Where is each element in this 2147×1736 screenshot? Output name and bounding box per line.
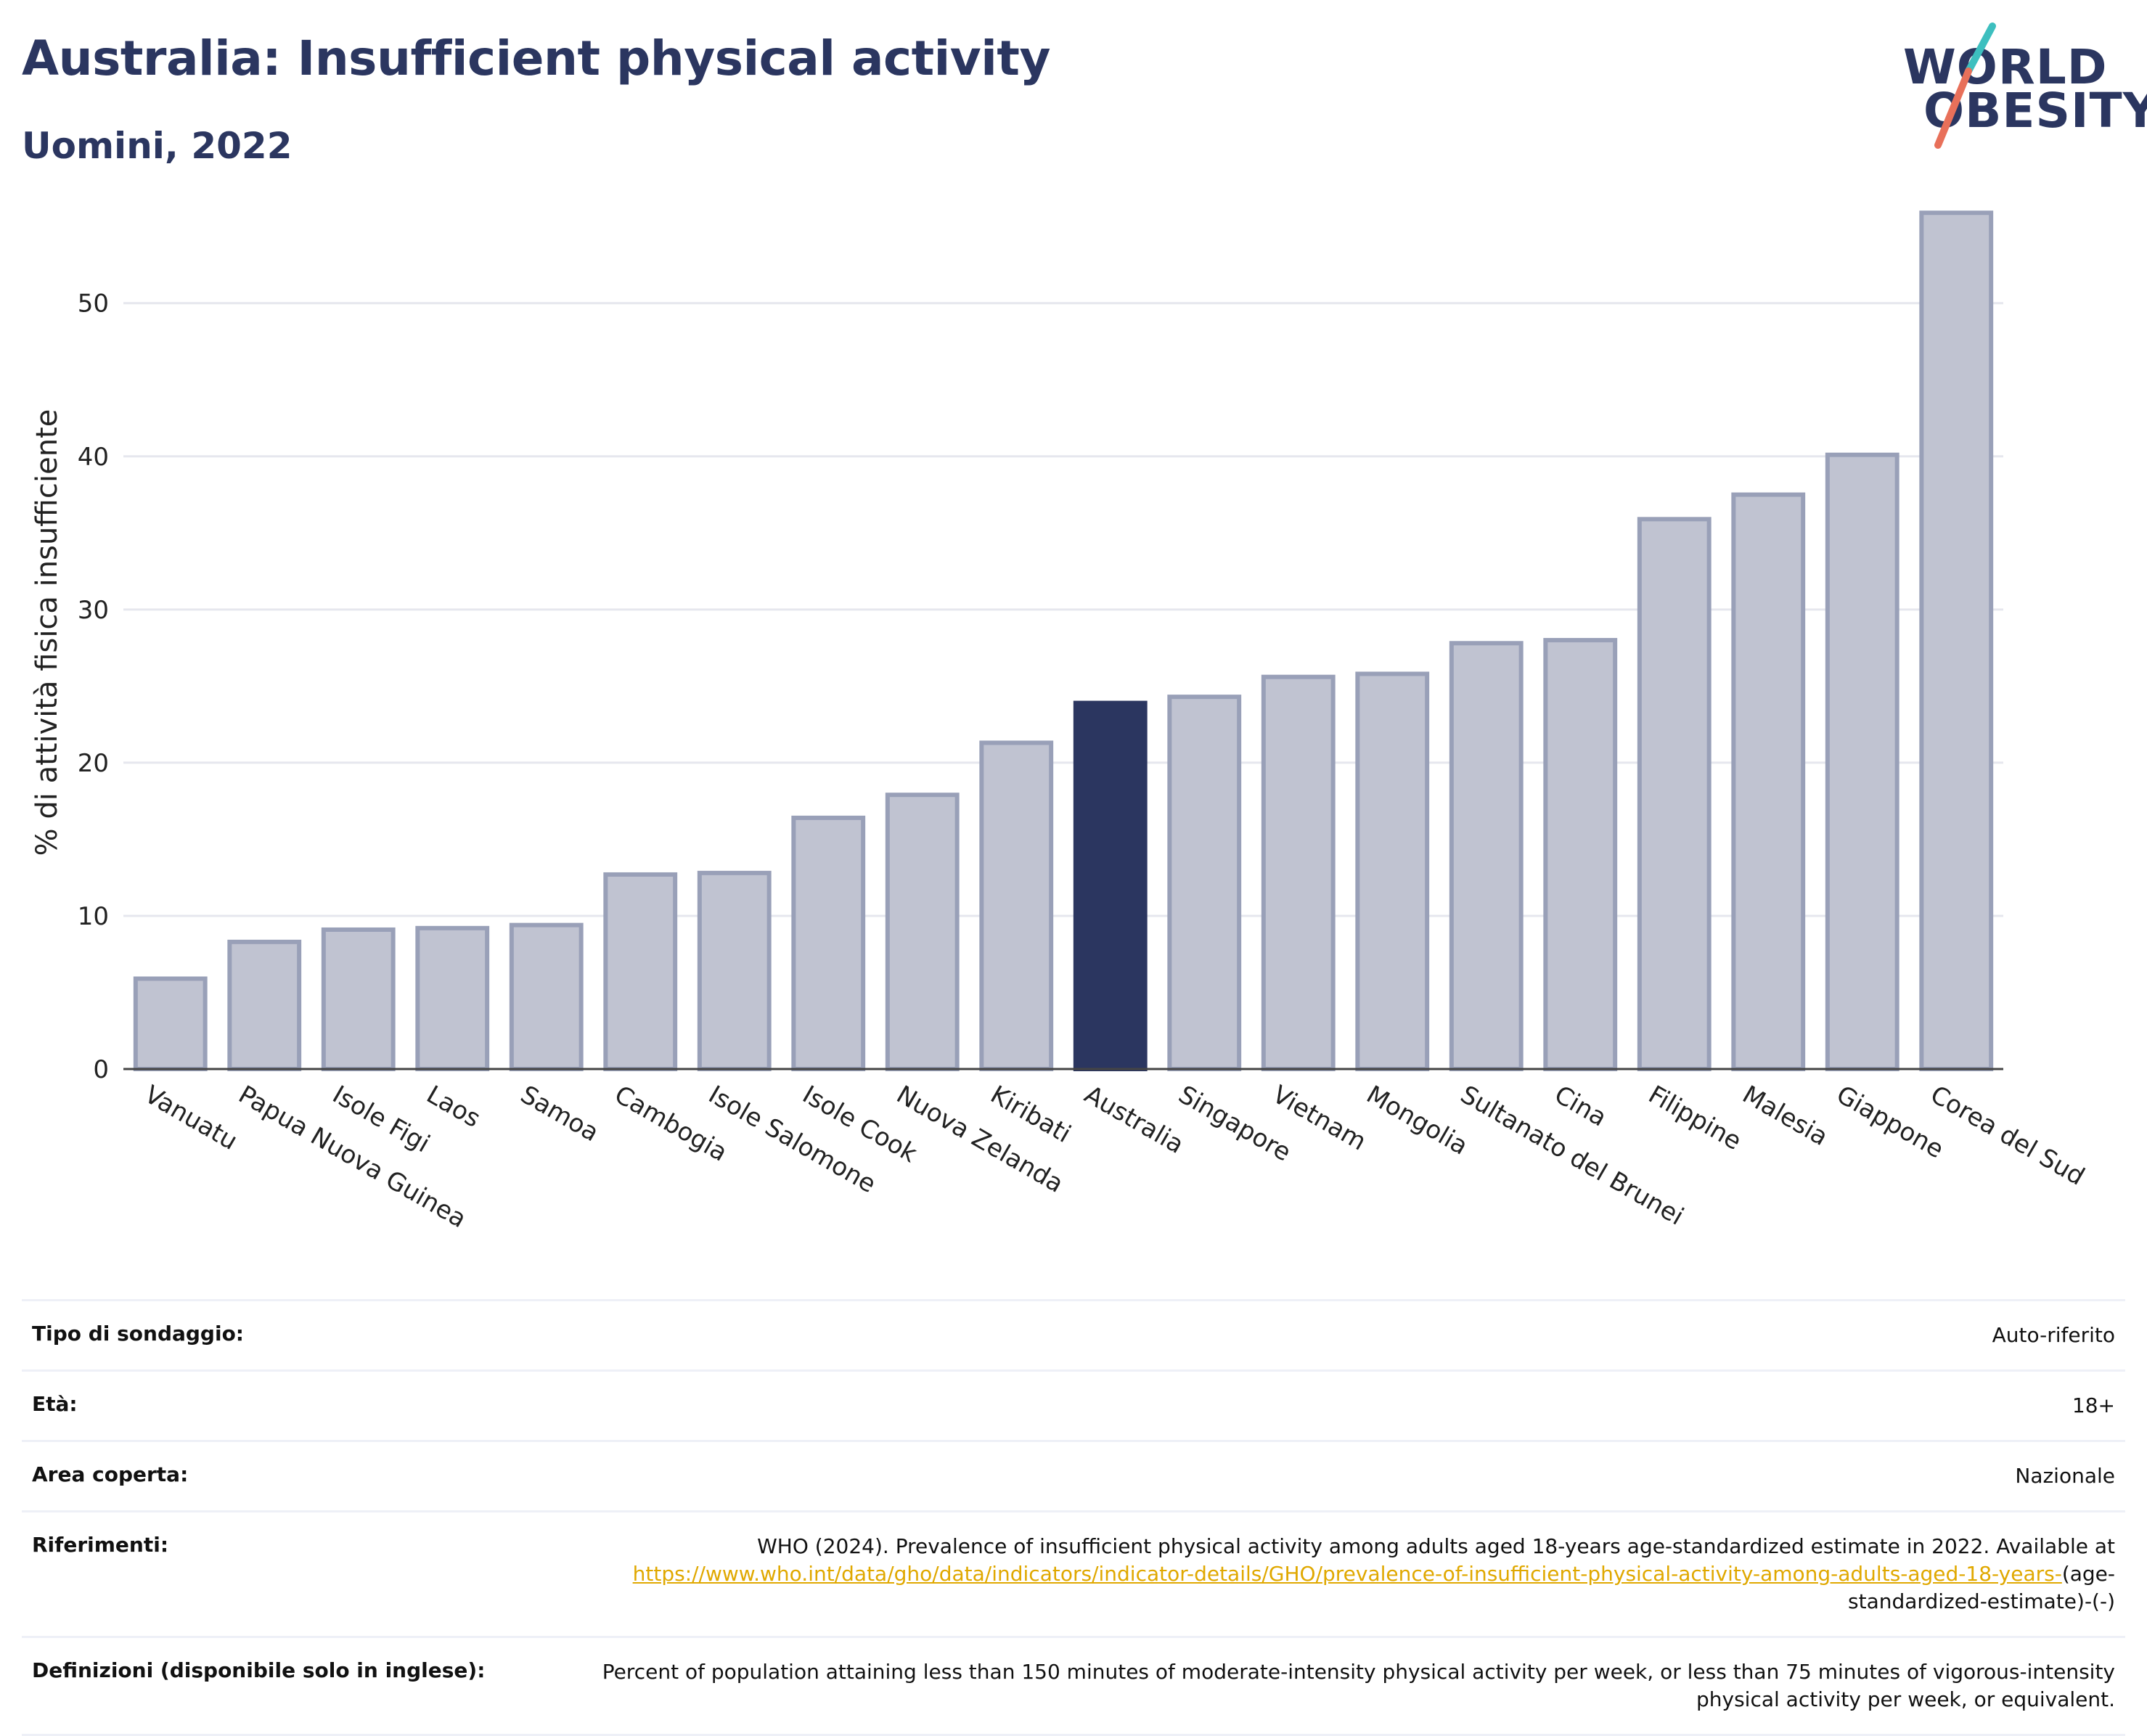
info-row: Tipo di sondaggio: Auto-riferito <box>22 1299 2125 1369</box>
bar-giappone[interactable] <box>1825 452 1899 1071</box>
bar-corea-del-sud[interactable] <box>1919 210 1994 1071</box>
x-tick-label: Corea del Sud <box>1926 1080 2090 1192</box>
bar-isole-salomone[interactable] <box>697 870 772 1072</box>
reference-text: WHO (2024). Prevalence of insufficient p… <box>757 1534 2115 1558</box>
grid-lines <box>123 302 2003 917</box>
x-tick-label: Filippine <box>1643 1080 1746 1156</box>
bar-papua-nuova-guinea[interactable] <box>227 939 302 1071</box>
bar-malesia[interactable] <box>1731 492 1806 1072</box>
x-tick-label: Nuova Zelanda <box>891 1080 1068 1199</box>
bar-cambogia[interactable] <box>603 872 678 1071</box>
info-value-area: Nazionale <box>2015 1464 2115 1488</box>
x-tick-label: Malesia <box>1738 1080 1833 1152</box>
y-tick-label: 40 <box>78 443 109 472</box>
info-value-references: WHO (2024). Prevalence of insufficient p… <box>555 1533 2115 1616</box>
y-tick-label: 20 <box>78 749 109 778</box>
info-value-age: 18+ <box>2072 1393 2115 1417</box>
bars <box>133 210 1994 1072</box>
x-tick-label: Cina <box>1550 1080 1611 1132</box>
bar-australia[interactable] <box>1073 700 1148 1072</box>
y-tick-label: 50 <box>78 290 109 319</box>
info-row: Età: 18+ <box>22 1369 2125 1440</box>
x-tick-label: Isole Salomone <box>703 1080 880 1199</box>
bar-sultanato-del-brunei[interactable] <box>1449 641 1524 1071</box>
info-value-definitions: Percent of population attaining less tha… <box>602 1660 2115 1711</box>
x-tick-label: Laos <box>422 1080 486 1134</box>
bar-kiribati[interactable] <box>979 740 1054 1071</box>
info-row-references: Riferimenti: WHO (2024). Prevalence of i… <box>22 1510 2125 1636</box>
bar-singapore[interactable] <box>1167 695 1242 1071</box>
logo-line-1: WORLD <box>1903 39 2108 95</box>
info-key-age: Età: <box>32 1392 78 1416</box>
chart-title: Australia: Insufficient physical activit… <box>22 30 1051 86</box>
info-key-references: Riferimenti: <box>32 1533 169 1557</box>
info-row: Area coperta: Nazionale <box>22 1440 2125 1510</box>
x-tick-label: Australia <box>1079 1080 1188 1160</box>
info-key-area: Area coperta: <box>32 1462 189 1486</box>
info-table: Tipo di sondaggio: Auto-riferito Età: 18… <box>22 1299 2125 1736</box>
info-value-survey: Auto-riferito <box>1992 1323 2115 1347</box>
x-tick-label: Giappone <box>1831 1080 1948 1164</box>
info-key-survey: Tipo di sondaggio: <box>32 1322 245 1346</box>
y-tick-labels: 0 10 20 30 40 50 <box>78 290 109 1084</box>
info-row-definitions: Definizioni (disponibile solo in inglese… <box>22 1636 2125 1736</box>
info-key-definitions: Definizioni (disponibile solo in inglese… <box>32 1658 486 1682</box>
bar-isole-cook[interactable] <box>791 815 866 1071</box>
bar-isole-figi[interactable] <box>321 927 396 1072</box>
bar-nuova-zelanda[interactable] <box>885 793 960 1071</box>
chart-subtitle: Uomini, 2022 <box>22 125 293 167</box>
world-obesity-logo[interactable]: WORLD OBESITY <box>1887 22 2147 156</box>
bar-vanuatu[interactable] <box>133 976 208 1072</box>
bar-filippine[interactable] <box>1637 517 1712 1071</box>
x-tick-label: Vanuatu <box>139 1080 242 1156</box>
reference-link[interactable]: https://www.who.int/data/gho/data/indica… <box>632 1562 2062 1586</box>
y-tick-label: 10 <box>78 902 109 931</box>
y-tick-label: 30 <box>78 596 109 625</box>
bar-laos[interactable] <box>415 925 490 1071</box>
reference-tail: (age-standardized-estimate)-(-) <box>1848 1562 2115 1613</box>
bar-mongolia[interactable] <box>1355 671 1430 1071</box>
y-axis-label: % di attività fisica insufficiente <box>30 409 64 856</box>
y-tick-label: 0 <box>93 1055 109 1084</box>
bar-vietnam[interactable] <box>1261 674 1336 1071</box>
x-tick-label: Mongolia <box>1362 1080 1473 1161</box>
logo-slash-icon <box>1934 22 1996 149</box>
bar-cina[interactable] <box>1543 638 1618 1071</box>
bar-samoa[interactable] <box>509 922 584 1071</box>
x-tick-label: Samoa <box>515 1080 603 1147</box>
